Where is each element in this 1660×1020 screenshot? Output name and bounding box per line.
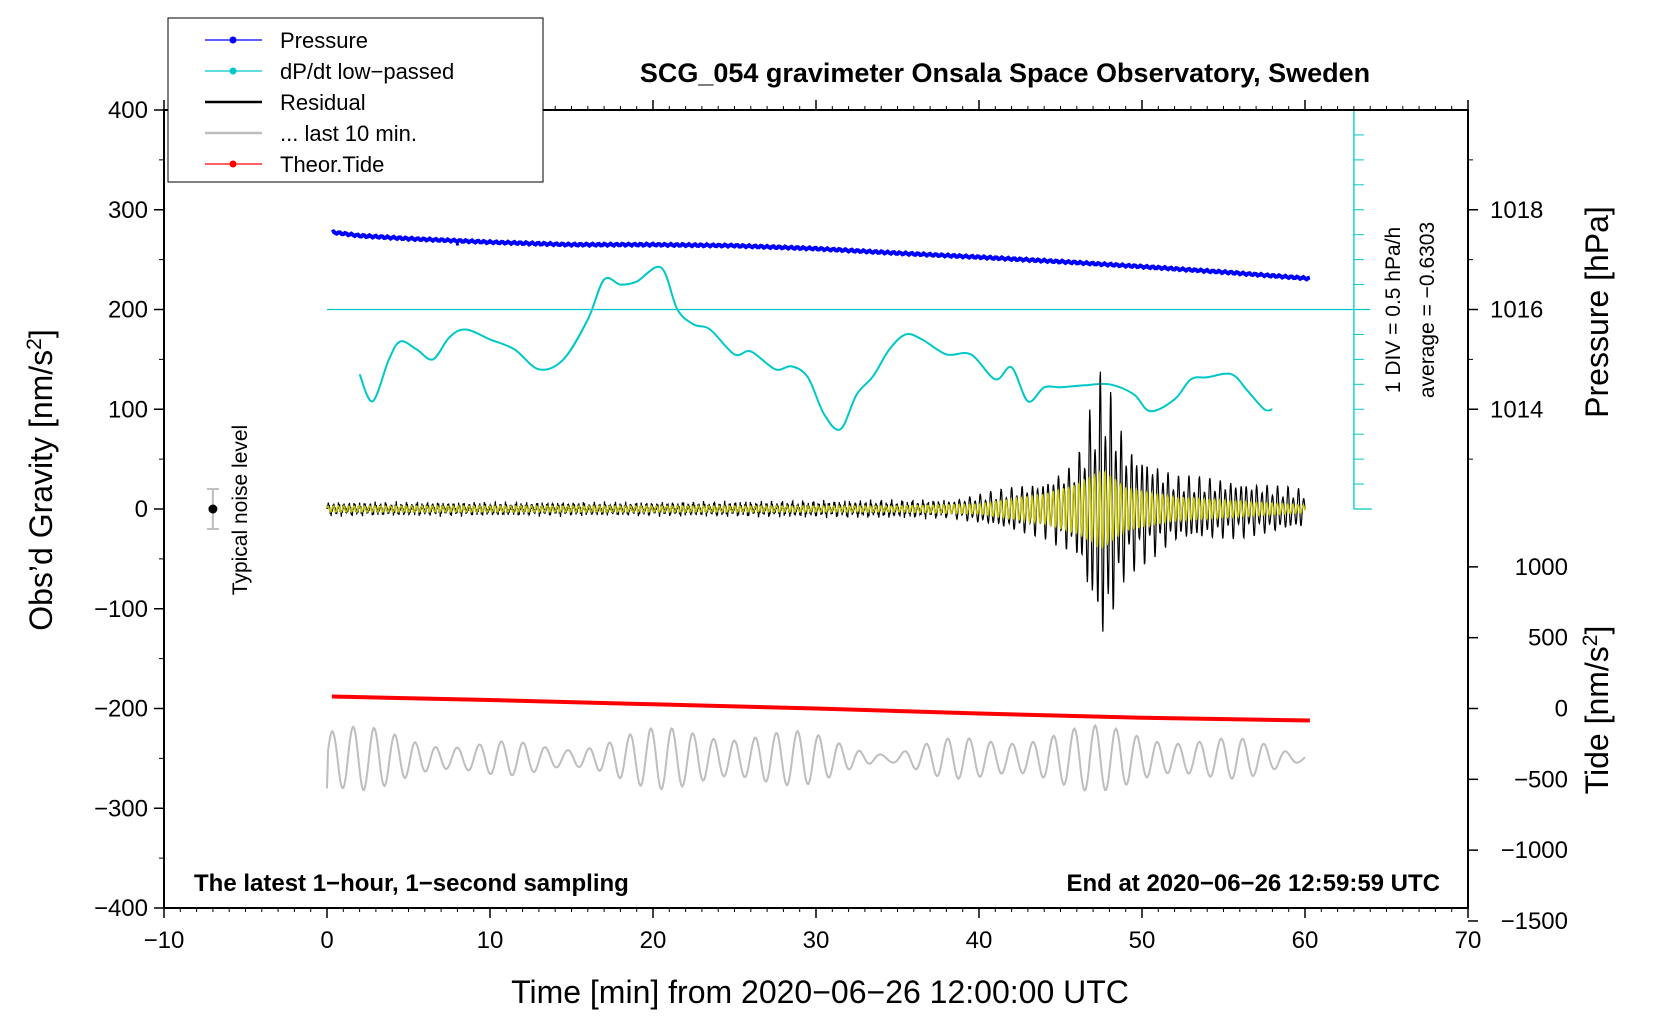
- y-tick-label: −200: [94, 696, 148, 723]
- chart-title: SCG_054 gravimeter Onsala Space Observat…: [640, 58, 1370, 88]
- tide-tick-label: −1000: [1501, 837, 1568, 864]
- legend: Pressure dP/dt low−passed Residual ... last…: [167, 17, 544, 183]
- y-axis-label-tide-sup: 2: [1579, 635, 1602, 647]
- y-tick-label: −400: [94, 895, 148, 922]
- series-residual-filtered: [326, 469, 1306, 549]
- legend-swatch-marker: [229, 67, 237, 75]
- tide-tick-label: 1000: [1515, 554, 1568, 581]
- y-axis-label-tide-end: ]: [1579, 626, 1615, 635]
- legend-entry: dP/dt low−passed: [205, 59, 454, 84]
- y-axis-label-pressure: Pressure [hPa]: [1579, 206, 1615, 418]
- y-tick-label: 100: [108, 396, 148, 423]
- y-tick-label: 0: [135, 496, 148, 523]
- axes: −10 0 10 20 30 40 50 60 70−400−300−200−100010020…: [94, 97, 1568, 954]
- x-tick-label: 10: [477, 927, 504, 954]
- x-tick-label: 50: [1129, 927, 1156, 954]
- x-tick-label: −10: [144, 927, 185, 954]
- plot-border: [163, 109, 1469, 909]
- legend-label: Pressure: [280, 28, 368, 53]
- x-tick-label: 30: [803, 927, 830, 954]
- annotation-sampling: The latest 1−hour, 1−second sampling: [194, 870, 629, 897]
- tide-tick-label: 0: [1555, 696, 1568, 723]
- x-tick-label: 20: [640, 927, 667, 954]
- tide-tick-label: −500: [1514, 766, 1568, 793]
- series-dpdt: [358, 265, 1273, 431]
- x-tick-label: 0: [320, 927, 333, 954]
- y-axis-label-gravity-main: Obs’d Gravity [nm/s: [23, 350, 59, 631]
- legend-swatch-marker: [229, 160, 237, 168]
- y-axis-label-tide-main: Tide [nm/s: [1579, 646, 1615, 794]
- y-axis-label-gravity: Obs’d Gravity [nm/s2]: [23, 329, 60, 631]
- tide-tick-label: −1500: [1501, 908, 1568, 935]
- pressure-tick-label: 1018: [1490, 197, 1543, 224]
- y-tick-label: −300: [94, 795, 148, 822]
- x-axis-label: Time [min] from 2020−06−26 12:00:00 UTC: [511, 974, 1129, 1010]
- noise-level-label: Typical noise level: [229, 425, 252, 595]
- series-pressure: [331, 228, 1311, 282]
- average-label: average = −0.6303: [1416, 222, 1439, 398]
- y-tick-label: 300: [108, 197, 148, 224]
- legend-swatch-marker: [229, 36, 237, 44]
- x-tick-label: 70: [1455, 927, 1482, 954]
- noise-point: [208, 504, 218, 514]
- y-tick-label: −100: [94, 596, 148, 623]
- pressure-outlier-point: [455, 242, 459, 246]
- legend-label: dP/dt low−passed: [280, 59, 454, 84]
- legend-entries: Pressure dP/dt low−passed Residual ... last…: [205, 28, 454, 177]
- plot-area: [206, 110, 1372, 792]
- legend-entry: Pressure: [205, 28, 368, 53]
- plot-frame: [163, 109, 1469, 909]
- legend-entry: Residual: [205, 90, 366, 115]
- y-axis-label-tide: Tide [nm/s2]: [1579, 626, 1616, 795]
- x-tick-label: 60: [1292, 927, 1319, 954]
- legend-label: ... last 10 min.: [280, 121, 417, 146]
- y-tick-label: 200: [108, 297, 148, 324]
- legend-label: Residual: [280, 90, 366, 115]
- pressure-tick-label: 1016: [1490, 297, 1543, 324]
- series-theor-tide: [331, 694, 1310, 723]
- y-axis-label-gravity-sup: 2: [23, 338, 46, 350]
- y-axis-label-gravity-end: ]: [23, 329, 59, 338]
- annotation-end-time: End at 2020−06−26 12:59:59 UTC: [1066, 870, 1440, 897]
- y-tick-label: 400: [108, 97, 148, 124]
- legend-entry: ... last 10 min.: [205, 121, 417, 146]
- div-scale-label: 1 DIV = 0.5 hPa/h: [1382, 227, 1405, 393]
- x-tick-label: 40: [966, 927, 993, 954]
- series-last-10-min: [326, 723, 1306, 792]
- legend-label: Theor.Tide: [280, 152, 384, 177]
- legend-box: [167, 17, 544, 183]
- pressure-tick-label: 1014: [1490, 396, 1543, 423]
- tide-tick-label: 500: [1528, 625, 1568, 652]
- legend-entry: Theor.Tide: [205, 152, 384, 177]
